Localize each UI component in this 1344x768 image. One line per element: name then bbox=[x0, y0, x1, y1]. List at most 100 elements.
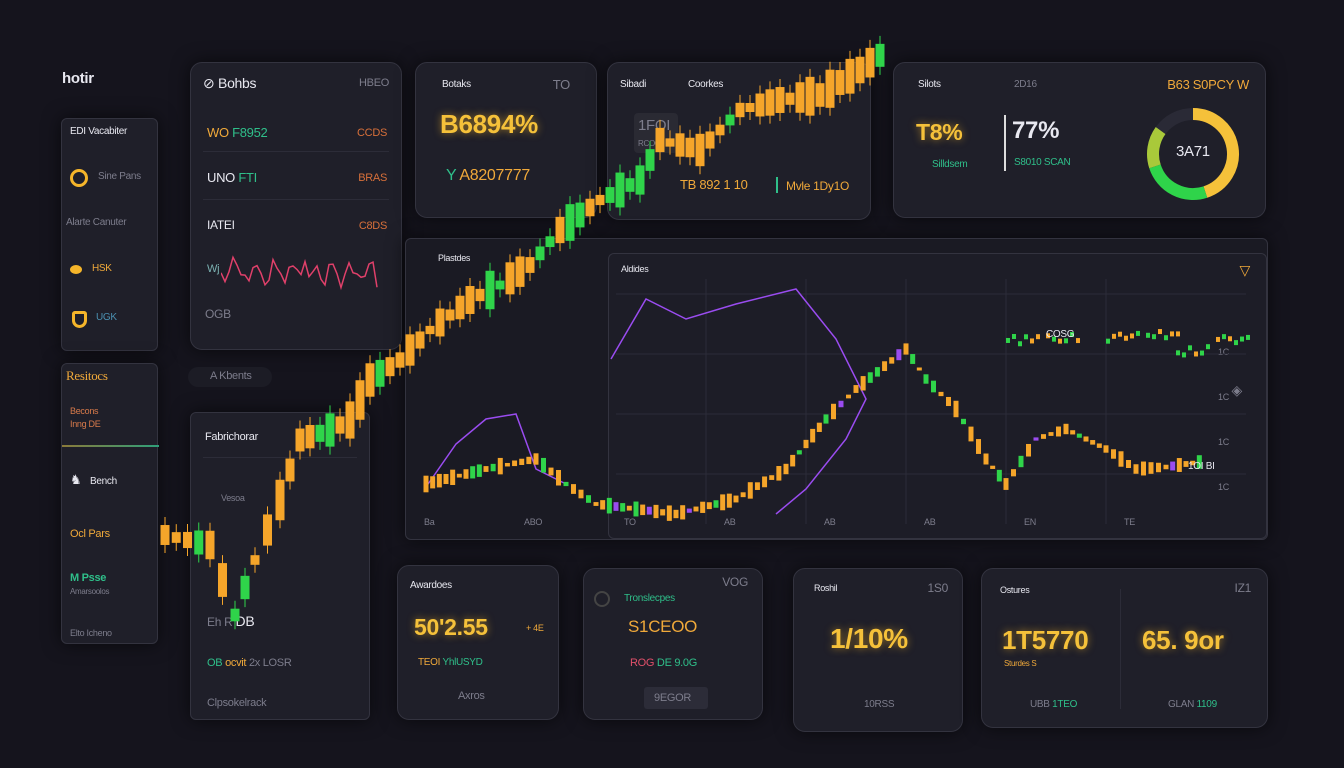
row-symbol: F8952 bbox=[232, 125, 268, 140]
sidebar-item-pars[interactable]: Ocl Pars bbox=[70, 528, 110, 540]
candle bbox=[1136, 330, 1140, 336]
row-b: ocvit bbox=[225, 657, 247, 669]
candle bbox=[686, 508, 692, 513]
divider bbox=[62, 445, 159, 447]
sub-value: Y A8207777 bbox=[446, 167, 530, 185]
candle bbox=[700, 501, 706, 513]
candle bbox=[1176, 331, 1180, 337]
candle bbox=[1126, 459, 1131, 469]
candle bbox=[1056, 426, 1061, 437]
candle bbox=[976, 439, 981, 454]
sidebar-item-3[interactable]: Alarte Canuter bbox=[66, 217, 127, 228]
sidebar-item-1[interactable]: EDI Vacabiter bbox=[70, 126, 128, 137]
candle bbox=[983, 453, 989, 465]
card-right-label: HBEO bbox=[359, 77, 389, 89]
chart-left-label: Plastdes bbox=[438, 253, 471, 263]
card-footer: Axros bbox=[458, 690, 485, 702]
candle bbox=[483, 466, 489, 472]
sidebar-item-2[interactable]: Sine Pans bbox=[98, 171, 141, 182]
candle bbox=[726, 493, 732, 508]
card-title: Silots bbox=[918, 79, 941, 90]
candle bbox=[1106, 338, 1110, 344]
donut-chart bbox=[1147, 108, 1239, 200]
candle bbox=[1146, 332, 1150, 338]
action-button[interactable]: 9EGOR bbox=[644, 687, 708, 709]
card-title: Sibadi bbox=[620, 79, 646, 90]
candle bbox=[882, 361, 888, 372]
candle bbox=[586, 495, 591, 503]
sidebar-item-4[interactable]: HSK bbox=[92, 263, 112, 274]
candle bbox=[490, 463, 496, 472]
row-code: WO bbox=[207, 125, 229, 140]
sub-b: DE 9.0G bbox=[656, 657, 698, 669]
candle bbox=[1170, 331, 1174, 337]
value-1-sub: Sturdes S bbox=[1004, 659, 1037, 668]
row-2[interactable]: UNO FTI bbox=[207, 170, 257, 185]
candle bbox=[556, 469, 561, 486]
row-3[interactable]: IATEI bbox=[207, 218, 235, 232]
candle bbox=[889, 357, 895, 364]
candle bbox=[1170, 461, 1176, 471]
sidebar-item-5[interactable]: UGK bbox=[96, 312, 117, 323]
candle bbox=[1011, 469, 1016, 477]
candle bbox=[673, 509, 679, 519]
filter-icon[interactable]: ▽ bbox=[1239, 262, 1251, 278]
candle bbox=[606, 497, 612, 514]
candle bbox=[1148, 462, 1154, 474]
sidebar-item-bench[interactable]: Bench bbox=[90, 476, 117, 487]
candle bbox=[953, 400, 959, 418]
main-value: S1CEOO bbox=[628, 617, 698, 636]
candle bbox=[790, 454, 796, 467]
sibadi-card: Sibadi Coorkes 1FOI RCO0T TB 892 1 10 Mv… bbox=[607, 62, 871, 220]
row-a: OB bbox=[207, 657, 223, 669]
candle bbox=[600, 500, 606, 510]
row[interactable]: OB ocvit 2x LOSR bbox=[207, 657, 292, 669]
candle bbox=[860, 376, 866, 391]
candle bbox=[762, 476, 768, 488]
sub-prefix: Y bbox=[446, 167, 457, 184]
candle bbox=[640, 504, 646, 516]
candle bbox=[693, 506, 699, 512]
candle bbox=[430, 476, 436, 489]
card-title: Fabrichorar bbox=[205, 431, 258, 443]
award-card: Awardoes 50'2.55 + 4E TEOI YhlUSYD Axros bbox=[397, 565, 559, 720]
row-value: C8DS bbox=[358, 220, 387, 232]
candle bbox=[1234, 340, 1238, 346]
candle bbox=[910, 354, 916, 364]
item-sub: Amarsoolos bbox=[70, 587, 110, 596]
sidebar-item-elto[interactable]: Elto Icheno bbox=[70, 628, 112, 638]
value-suffix: + 4E bbox=[526, 623, 544, 633]
info-box: 1FOI RCO0T bbox=[634, 113, 678, 153]
candle bbox=[1064, 338, 1068, 344]
settings-icon[interactable]: ◈ bbox=[1231, 382, 1243, 398]
sidebar-item-psse[interactable]: M Psse bbox=[70, 572, 107, 584]
card-title: Ostures bbox=[1000, 585, 1030, 595]
candle bbox=[1103, 445, 1109, 453]
candle bbox=[620, 503, 626, 512]
sparkline bbox=[221, 255, 378, 291]
candle bbox=[563, 481, 569, 487]
candle bbox=[1018, 341, 1022, 347]
candle bbox=[1130, 333, 1134, 339]
row-1[interactable]: WO F8952 bbox=[207, 125, 268, 140]
divider bbox=[203, 199, 389, 200]
candle bbox=[613, 502, 619, 511]
sub-text: A8207777 bbox=[459, 167, 530, 184]
candle bbox=[1006, 337, 1010, 343]
app-logo[interactable]: hotir bbox=[62, 70, 94, 87]
candle bbox=[720, 494, 726, 511]
candle bbox=[680, 505, 686, 520]
ostures-card: Ostures IZ1 1T5770 Sturdes S 65. 9or UBB… bbox=[981, 568, 1268, 728]
candle bbox=[1190, 460, 1196, 466]
candle bbox=[1112, 333, 1116, 339]
candle bbox=[946, 396, 951, 407]
candle bbox=[1111, 449, 1116, 459]
chart-panel: Plastdes Aldides ▽ ◈ 1C 1C 1C 1C Ba ABO TO AB AB… bbox=[405, 238, 1268, 540]
candle bbox=[783, 463, 789, 475]
candle bbox=[171, 532, 181, 543]
y-tick: 1C bbox=[1218, 392, 1229, 402]
filter-pill[interactable]: A Kbents bbox=[188, 367, 272, 387]
candle bbox=[1156, 462, 1161, 473]
candle bbox=[423, 475, 429, 493]
candle bbox=[1030, 338, 1034, 344]
